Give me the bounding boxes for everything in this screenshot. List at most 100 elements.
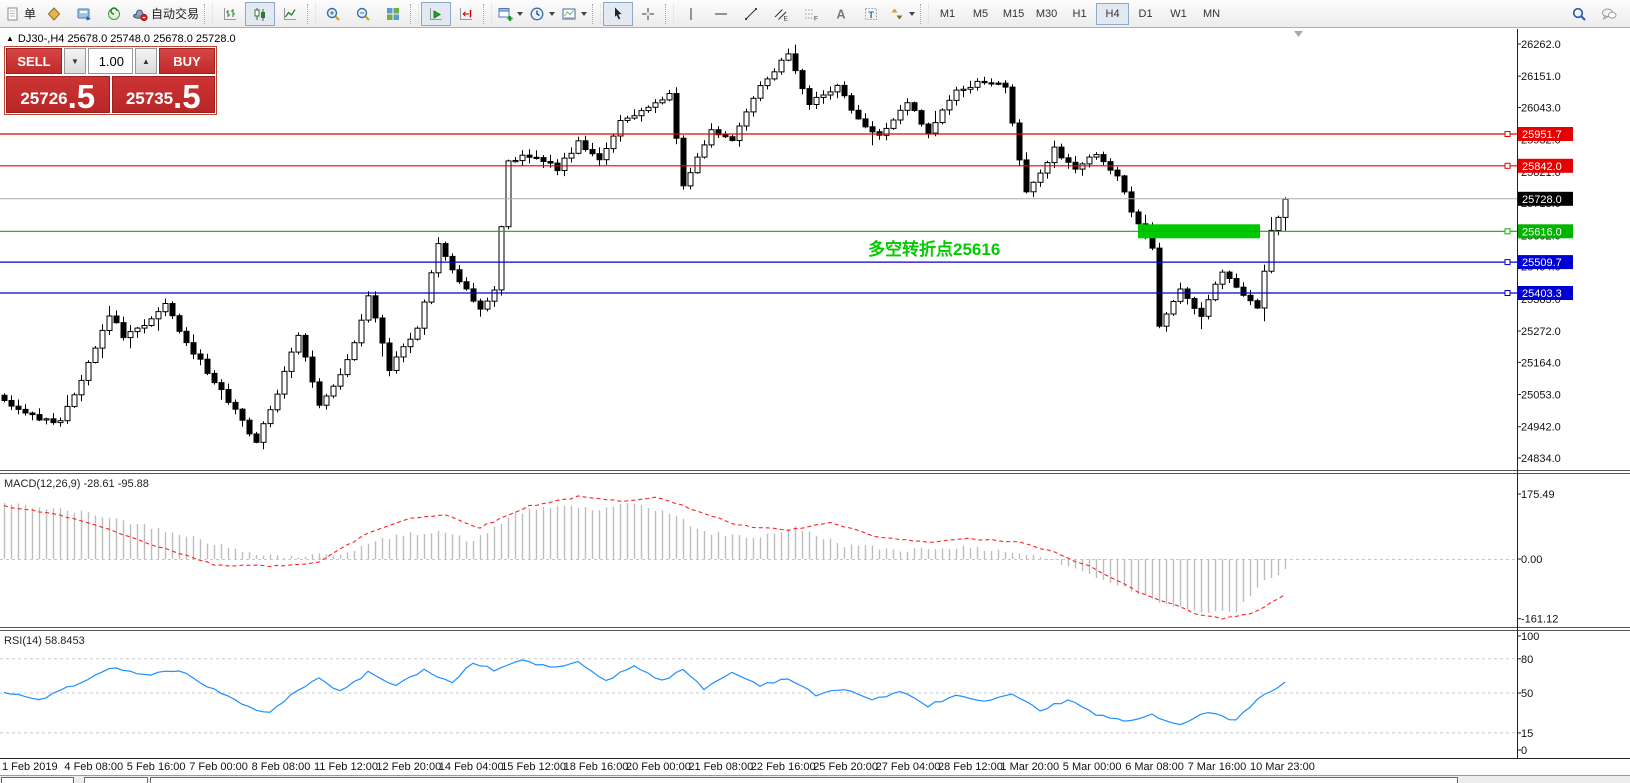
timeframe-m1[interactable]: M1 (931, 3, 964, 25)
date-axis[interactable]: 1 Feb 2019 4 Feb 08:00 5 Feb 16:00 7 Feb 00… (2, 761, 1315, 773)
trendline-button[interactable] (736, 2, 766, 26)
date-tick-label: 25 Feb 20:00 (813, 761, 878, 773)
svg-text:T: T (868, 9, 874, 20)
data-window-button[interactable] (99, 2, 129, 26)
periods-icon (530, 7, 544, 20)
date-tick-label: 8 Feb 08:00 (252, 761, 311, 773)
chart-tab[interactable] (84, 777, 148, 783)
timeframe-m5[interactable]: M5 (964, 3, 997, 25)
channel-button[interactable]: E (766, 2, 796, 26)
svg-text:25728.0: 25728.0 (1522, 194, 1562, 206)
date-tick-label: 11 Feb 12:00 (314, 761, 378, 773)
timeframe-m1-label: M1 (939, 7, 956, 20)
sell-button[interactable]: SELL (6, 48, 62, 74)
autotrading-button[interactable]: 自动交易 (129, 2, 202, 26)
horizontal-line-object[interactable]: 25616.0 (0, 224, 1573, 239)
volume-decrease-button[interactable]: ▼ (64, 48, 86, 74)
text-label-button[interactable]: T (856, 2, 886, 26)
periods-button[interactable] (526, 2, 558, 26)
zoom-in-icon (326, 7, 340, 21)
templates-button[interactable] (558, 2, 590, 26)
bar-chart-button[interactable] (215, 2, 245, 26)
crosshair-button[interactable] (633, 2, 663, 26)
line-chart-icon (284, 7, 297, 20)
horizontal-line-button[interactable] (706, 2, 736, 26)
text-label-icon: T (865, 7, 878, 20)
new-chart-button[interactable] (494, 2, 526, 26)
zoom-in-button[interactable] (318, 2, 348, 26)
price-tick-label: 26262.0 (1521, 39, 1561, 51)
timeframe-m15[interactable]: M15 (997, 3, 1030, 25)
buy-price-button[interactable]: 25735.5 (111, 76, 215, 113)
marketwatch-button[interactable] (39, 2, 69, 26)
navigator-button[interactable] (69, 2, 99, 26)
price-tick-label: 25272.0 (1521, 326, 1561, 338)
chart-ohlc-title: ▲ DJ30-,H4 25678.0 25748.0 25678.0 25728.… (6, 33, 236, 45)
toolbar-separator (592, 3, 602, 24)
timeframe-w1[interactable]: W1 (1162, 3, 1195, 25)
tile-windows-button[interactable] (378, 2, 408, 26)
date-tick-label: 4 Feb 08:00 (64, 761, 123, 773)
new-order-button[interactable]: 单 (2, 2, 39, 26)
horizontal-line-object[interactable]: 25509.7 (0, 255, 1573, 270)
date-tick-label: 18 Feb 16:00 (564, 761, 629, 773)
svg-text:A: A (837, 7, 846, 21)
chart-text-annotation[interactable]: 多空转折点25616 (868, 240, 1001, 259)
date-tick-label: 21 Feb 08:00 (688, 761, 753, 773)
timeframe-m30[interactable]: M30 (1030, 3, 1063, 25)
buy-button[interactable]: BUY (159, 48, 215, 74)
arrows-icon (891, 8, 903, 19)
horizontal-line-object[interactable]: 25403.3 (0, 286, 1573, 300)
new-order-button-label: 单 (24, 7, 37, 21)
arrows-button[interactable] (886, 2, 918, 26)
sell-price-button[interactable]: 25726.5 (6, 76, 110, 113)
fibonacci-icon: F (805, 9, 818, 22)
price-tick-label: 25164.0 (1521, 357, 1561, 369)
cursor-button[interactable] (603, 1, 634, 26)
bar-chart-icon (224, 7, 237, 20)
toolbar-separator (410, 3, 420, 24)
fibonacci-button[interactable]: F (796, 2, 826, 26)
horizontal-line-object[interactable]: 25951.7 (0, 127, 1573, 141)
horizontal-line-object[interactable]: 25842.0 (0, 158, 1573, 173)
auto-scroll-icon (430, 7, 443, 20)
line-chart-button[interactable] (275, 2, 305, 26)
navigator-icon (77, 8, 92, 20)
timeframe-mn[interactable]: MN (1195, 3, 1228, 25)
date-tick-label: 14 Feb 04:00 (439, 761, 504, 773)
candlestick-chart-button[interactable] (245, 1, 276, 26)
search-button[interactable] (1564, 2, 1594, 26)
timeframe-m30-label: M30 (1035, 7, 1058, 20)
chart-title-text: DJ30-,H4 25678.0 25748.0 25678.0 25728.0 (17, 33, 236, 45)
vertical-line-button[interactable] (676, 2, 706, 26)
periods-dropdown-caret-icon[interactable] (549, 11, 556, 16)
autotrading-icon (133, 8, 148, 21)
timeframe-d1[interactable]: D1 (1129, 3, 1162, 25)
date-tick-label: 12 Feb 20:00 (376, 761, 441, 773)
auto-scroll-button[interactable] (421, 1, 452, 26)
chart-tab[interactable] (1, 777, 74, 783)
zoom-out-button[interactable] (348, 2, 378, 26)
vertical-line-icon (690, 7, 692, 20)
macd-signal-line (3, 495, 1286, 620)
current-price-line: 25728.0 (0, 191, 1573, 206)
chart-shift-button[interactable] (451, 2, 481, 26)
templates-dropdown-caret-icon[interactable] (581, 11, 588, 16)
new-chart-dropdown-caret-icon[interactable] (517, 11, 524, 16)
volume-input[interactable] (88, 48, 133, 74)
collapse-arrow-icon[interactable]: ▲ (6, 34, 14, 43)
svg-text:25509.7: 25509.7 (1522, 257, 1562, 269)
volume-increase-button[interactable]: ▲ (135, 48, 157, 74)
templates-icon (562, 8, 576, 19)
timeframe-h1[interactable]: H1 (1063, 3, 1096, 25)
macd-axis-label: -161.12 (1521, 614, 1558, 626)
timeframe-h4[interactable]: H4 (1096, 2, 1130, 25)
arrows-dropdown-caret-icon[interactable] (909, 11, 916, 16)
price-tick-label: 25053.0 (1521, 390, 1561, 402)
price-axis[interactable]: 26262.026151.026043.025932.025821.025713… (1517, 39, 1561, 465)
text-button[interactable]: A (826, 2, 856, 26)
macd-axis-label: 175.49 (1521, 489, 1555, 501)
chat-button[interactable] (1594, 2, 1624, 26)
